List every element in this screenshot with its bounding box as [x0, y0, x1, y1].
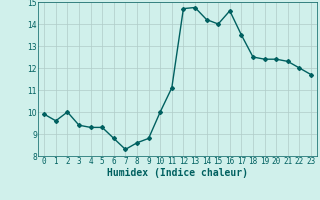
X-axis label: Humidex (Indice chaleur): Humidex (Indice chaleur) — [107, 168, 248, 178]
